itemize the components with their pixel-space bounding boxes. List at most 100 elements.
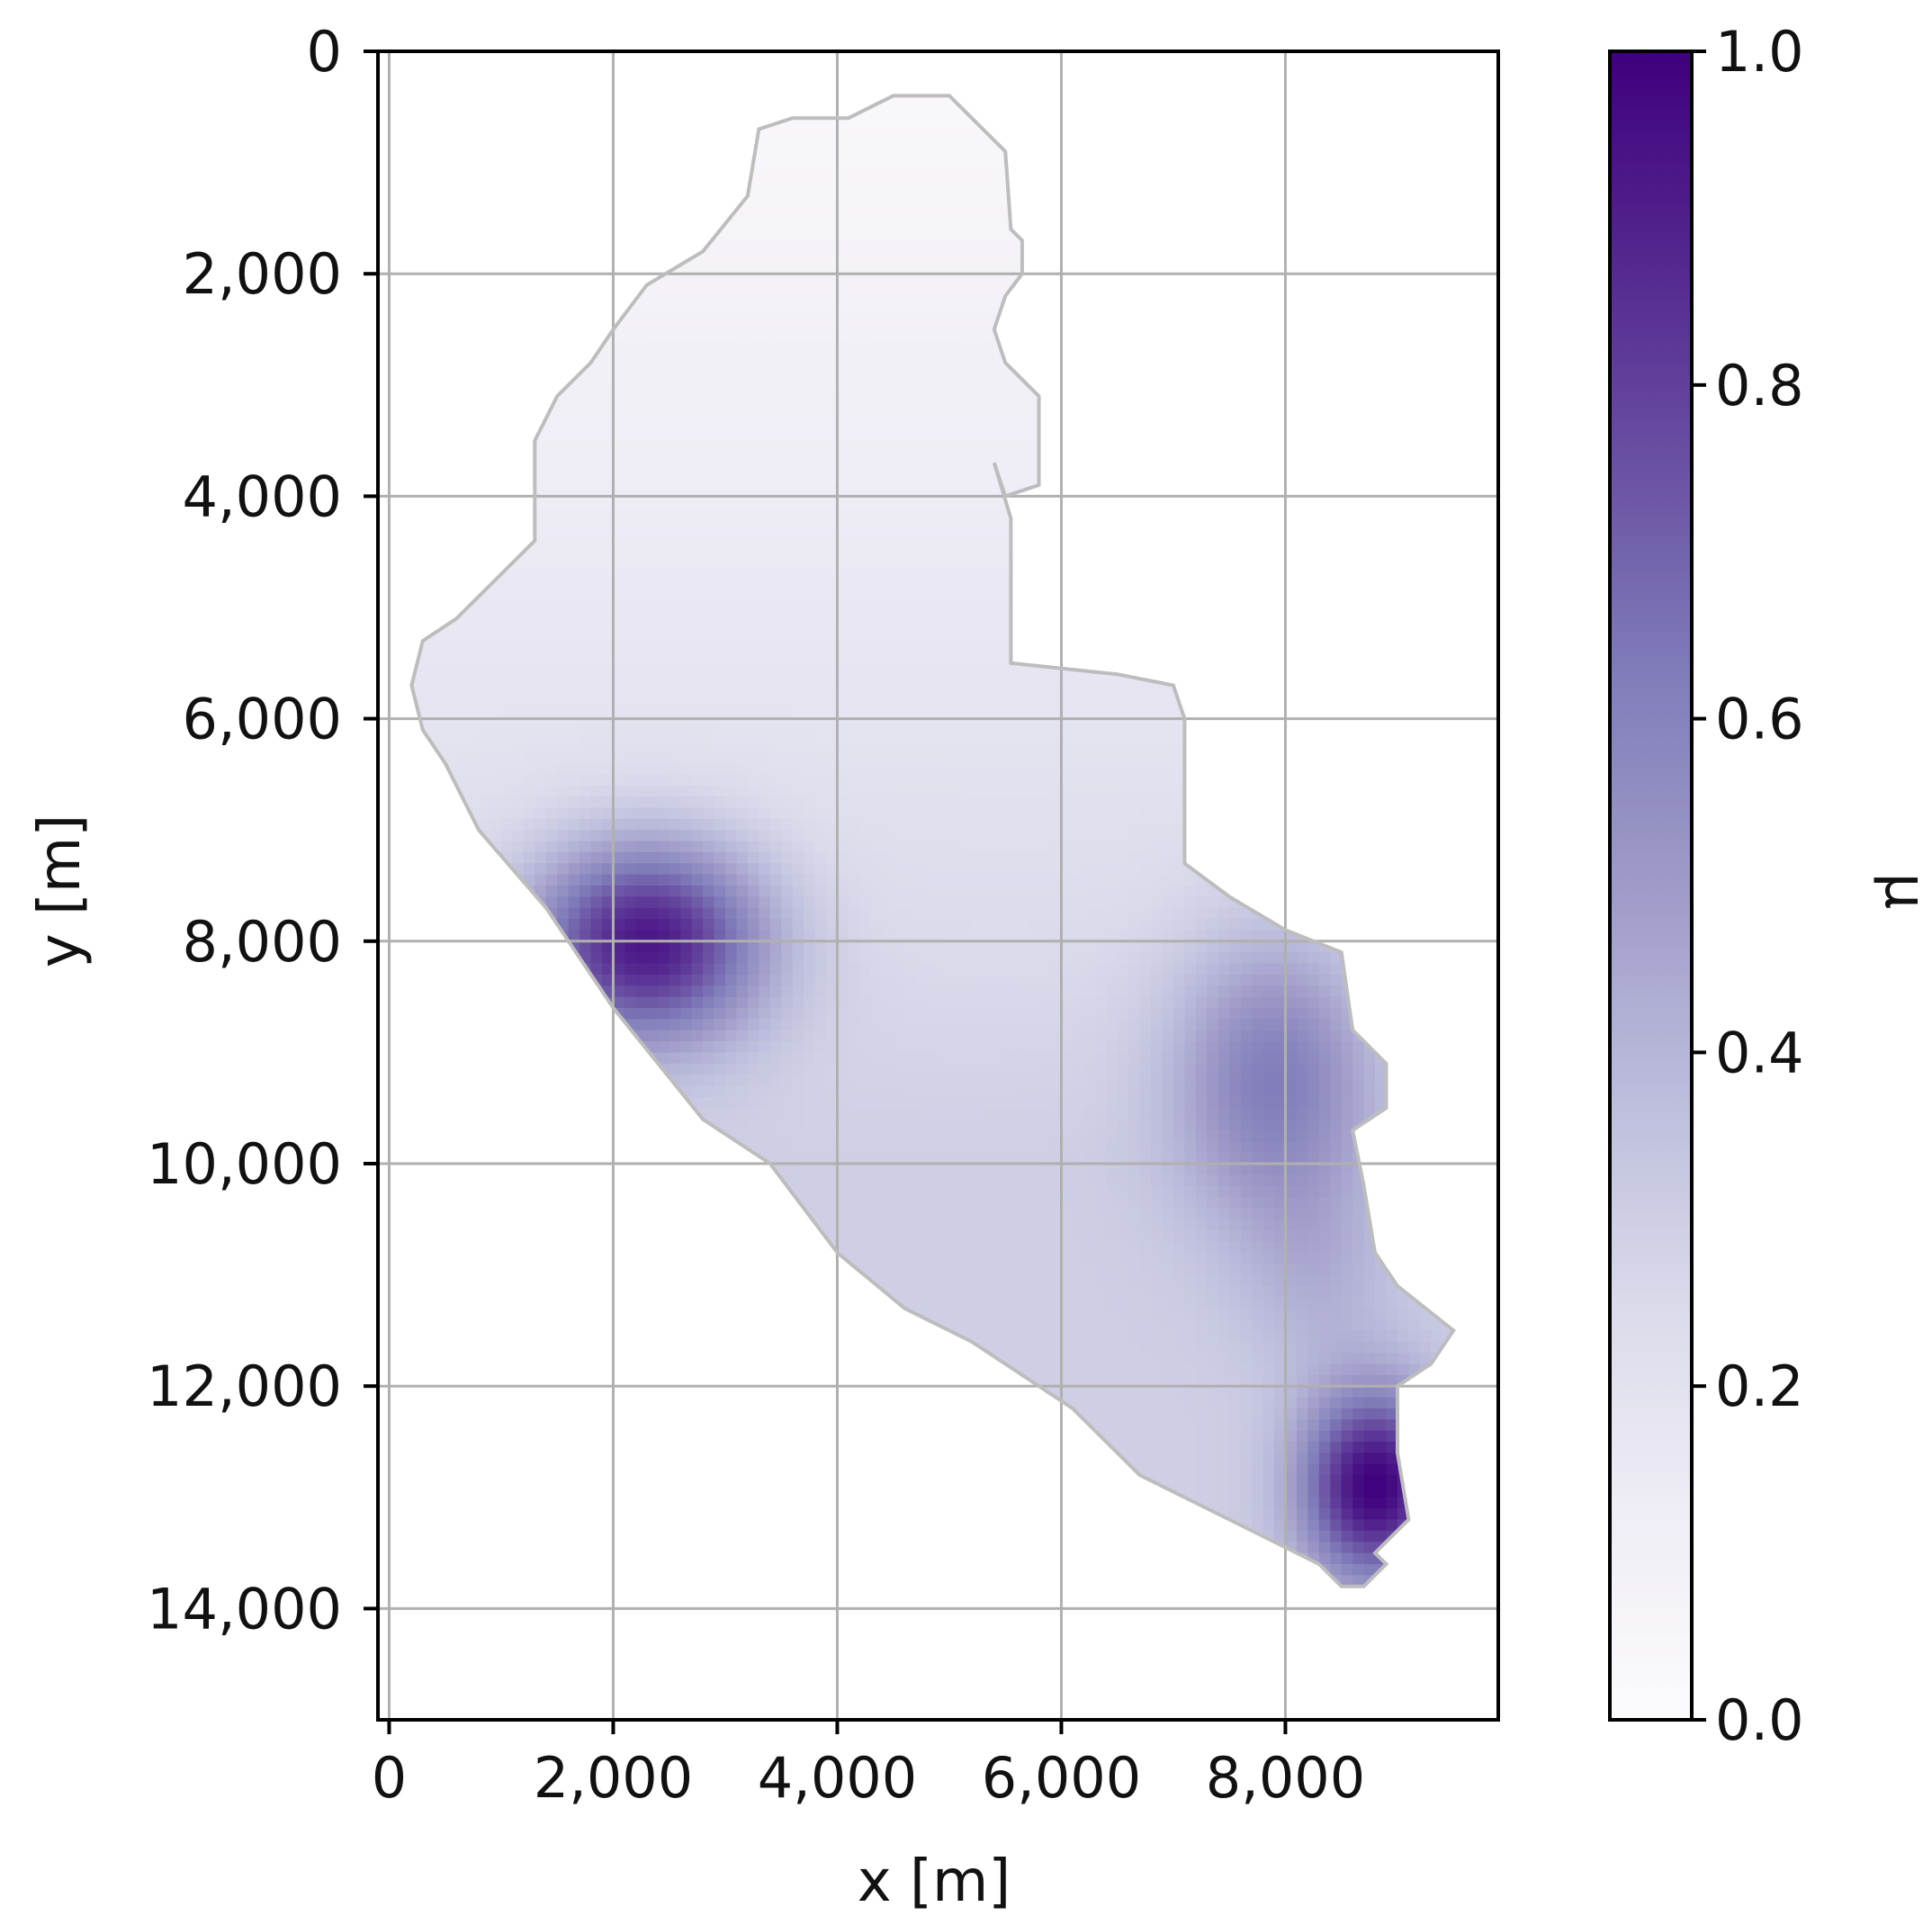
heatmap-cell xyxy=(1397,162,1410,175)
heatmap-cell xyxy=(826,573,839,587)
heatmap-cell xyxy=(1285,129,1298,141)
heatmap-cell xyxy=(1330,329,1343,342)
heatmap-cell xyxy=(467,174,480,186)
heatmap-cell xyxy=(501,363,514,375)
heatmap-cell xyxy=(523,295,536,309)
heatmap-cell xyxy=(904,106,917,119)
heatmap-cell xyxy=(1229,529,1242,542)
heatmap-cell xyxy=(1162,162,1174,175)
heatmap-cell xyxy=(624,218,637,230)
heatmap-cell xyxy=(680,429,693,442)
heatmap-cell xyxy=(411,95,424,108)
heatmap-cell xyxy=(1173,596,1186,608)
heatmap-cell xyxy=(680,407,693,419)
heatmap-cell xyxy=(938,552,950,564)
heatmap-cell xyxy=(490,418,502,431)
heatmap-cell xyxy=(714,95,726,97)
heatmap-cell xyxy=(557,151,570,164)
heatmap-cell xyxy=(971,396,984,409)
heatmap-cell xyxy=(445,529,457,542)
heatmap-cell xyxy=(904,262,917,274)
heatmap-cell xyxy=(1307,596,1320,608)
heatmap-cell xyxy=(837,429,849,442)
heatmap-cell xyxy=(972,74,984,85)
heatmap-cell xyxy=(1375,162,1388,175)
heatmap-cell xyxy=(949,618,962,631)
heatmap-cell xyxy=(1307,507,1320,519)
heatmap-cell xyxy=(781,139,794,153)
heatmap-cell xyxy=(1094,529,1107,542)
heatmap-cell xyxy=(691,174,704,186)
heatmap-cell xyxy=(669,351,681,364)
heatmap-cell xyxy=(714,540,726,553)
heatmap-cell xyxy=(456,62,468,74)
heatmap-cell xyxy=(1419,318,1433,330)
heatmap-cell xyxy=(479,329,491,342)
heatmap-cell xyxy=(658,118,670,130)
heatmap-cell xyxy=(927,552,939,564)
heatmap-cell xyxy=(1106,507,1119,519)
heatmap-cell xyxy=(1229,284,1242,297)
heatmap-cell xyxy=(1465,207,1477,219)
heatmap-cell xyxy=(411,618,413,631)
heatmap-cell xyxy=(769,274,783,286)
heatmap-cell xyxy=(1363,129,1376,141)
heatmap-cell xyxy=(949,518,962,531)
heatmap-cell xyxy=(904,184,917,197)
heatmap-cell xyxy=(1363,607,1376,620)
heatmap-cell xyxy=(1162,373,1174,386)
heatmap-cell xyxy=(703,62,714,74)
heatmap-cell xyxy=(870,440,884,453)
heatmap-cell xyxy=(1363,473,1376,486)
heatmap-cell xyxy=(1038,373,1051,386)
heatmap-cell xyxy=(1286,62,1298,74)
heatmap-cell xyxy=(960,585,973,598)
heatmap-cell xyxy=(1453,118,1465,130)
heatmap-cell xyxy=(1207,240,1219,253)
heatmap-cell xyxy=(669,562,681,575)
heatmap-cell xyxy=(635,440,648,453)
heatmap-cell xyxy=(557,184,570,197)
heatmap-cell xyxy=(613,429,625,442)
heatmap-cell xyxy=(938,139,950,153)
heatmap-cell xyxy=(389,463,400,474)
heatmap-cell xyxy=(1397,473,1410,486)
heatmap-cell xyxy=(1318,473,1332,486)
heatmap-cell xyxy=(870,384,884,397)
heatmap-cell xyxy=(804,207,816,220)
heatmap-cell xyxy=(635,618,648,631)
heatmap-cell xyxy=(949,74,961,85)
heatmap-cell xyxy=(1330,129,1343,141)
heatmap-cell xyxy=(646,573,660,587)
heatmap-cell xyxy=(1363,573,1376,587)
heatmap-cell xyxy=(1263,463,1275,475)
heatmap-cell xyxy=(747,95,760,108)
heatmap-cell xyxy=(568,207,580,220)
heatmap-cell xyxy=(422,95,435,97)
heatmap-cell xyxy=(1419,307,1433,319)
heatmap-cell xyxy=(1431,529,1443,542)
heatmap-cell xyxy=(1117,396,1129,409)
heatmap-cell xyxy=(915,463,928,475)
heatmap-cell xyxy=(1363,274,1376,286)
heatmap-cell xyxy=(1139,452,1152,464)
heatmap-cell xyxy=(580,218,592,230)
heatmap-cell xyxy=(691,396,704,409)
heatmap-cell xyxy=(1431,440,1443,453)
heatmap-cell xyxy=(635,162,648,175)
heatmap-cell xyxy=(893,573,905,587)
heatmap-cell xyxy=(1465,408,1477,419)
heatmap-cell xyxy=(725,618,738,631)
heatmap-cell xyxy=(389,174,400,185)
heatmap-cell xyxy=(915,229,928,241)
heatmap-cell xyxy=(725,463,738,475)
heatmap-cell xyxy=(1307,463,1320,475)
heatmap-cell xyxy=(1072,218,1085,230)
heatmap-cell xyxy=(1083,184,1096,197)
heatmap-cell xyxy=(893,418,905,431)
heatmap-cell xyxy=(422,440,435,453)
heatmap-cell xyxy=(590,229,603,241)
heatmap-cell xyxy=(927,473,939,486)
heatmap-cell xyxy=(1240,151,1253,164)
heatmap-cell xyxy=(1419,418,1433,431)
